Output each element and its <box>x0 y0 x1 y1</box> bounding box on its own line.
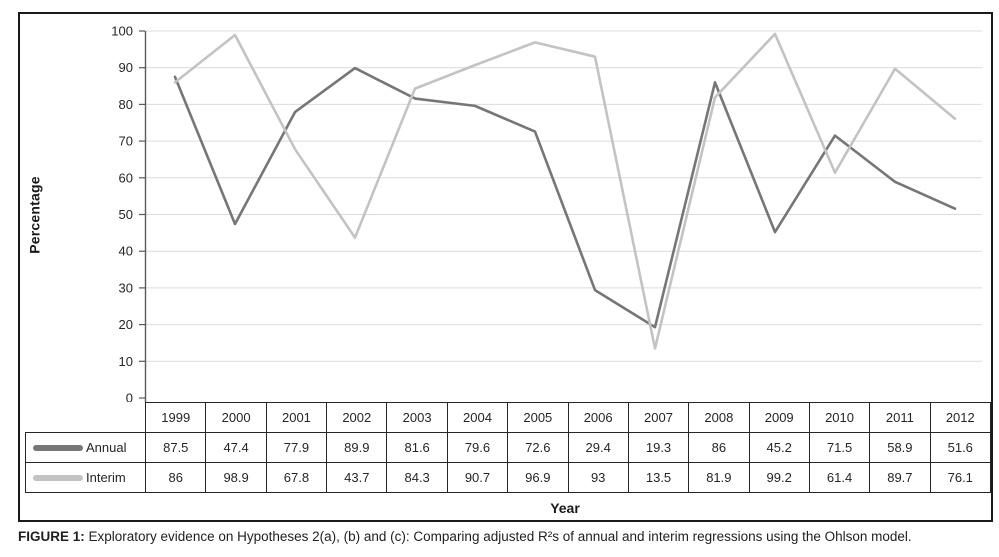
year-header-cell: 1999 <box>145 402 207 433</box>
year-header-cell: 2011 <box>869 402 931 433</box>
y-tick-label: 60 <box>119 170 133 185</box>
year-header-cell: 2003 <box>386 402 448 433</box>
legend-label: Annual <box>86 440 127 455</box>
table-header-row: 1999 2000 2001 2002 2003 2004 2005 2006 2007 2008… <box>26 402 992 433</box>
value-cell: 67.8 <box>265 462 328 493</box>
value-cell: 84.3 <box>386 462 448 493</box>
value-cell: 81.6 <box>386 432 448 463</box>
figure-caption: FIGURE 1: Exploratory evidence on Hypoth… <box>18 529 993 544</box>
value-cell: 87.5 <box>145 432 207 463</box>
value-cell: 86 <box>145 462 207 493</box>
legend-cell-interim: Interim <box>24 462 147 493</box>
value-cell: 61.4 <box>808 462 871 493</box>
value-cell: 13.5 <box>627 462 690 493</box>
value-cell: 98.9 <box>205 462 267 493</box>
value-cell: 93 <box>567 462 629 493</box>
value-cell: 81.9 <box>688 462 750 493</box>
legend-label: Interim <box>86 470 126 485</box>
value-cell: 29.4 <box>567 432 629 463</box>
value-cell: 45.2 <box>748 432 810 463</box>
y-tick-label: 80 <box>119 97 133 112</box>
table-row-interim: Interim 86 98.9 67.8 43.7 84.3 90.7 96.9 93 13.5 8… <box>24 462 992 493</box>
value-cell: 71.5 <box>808 432 871 463</box>
figure-caption-text: Exploratory evidence on Hypotheses 2(a),… <box>84 529 912 544</box>
y-tick-label: 90 <box>119 60 133 75</box>
value-cell: 77.9 <box>265 432 328 463</box>
year-header-cell: 2005 <box>507 402 569 433</box>
value-cell: 79.6 <box>446 432 509 463</box>
year-header-cell: 2007 <box>627 402 690 433</box>
year-header-cell: 2002 <box>326 402 388 433</box>
y-tick-label: 40 <box>119 244 133 259</box>
value-cell: 89.9 <box>326 432 388 463</box>
legend-swatch-annual <box>33 444 83 451</box>
figure-caption-label: FIGURE 1: <box>18 529 85 544</box>
legend-cell-annual: Annual <box>24 432 147 463</box>
year-header-cell: 2008 <box>688 402 750 433</box>
year-header-cell: 2006 <box>567 402 629 433</box>
value-cell: 72.6 <box>507 432 569 463</box>
year-header-cell: 2000 <box>205 402 267 433</box>
value-cell: 96.9 <box>507 462 569 493</box>
table-corner-cell <box>26 403 146 433</box>
y-tick-label: 50 <box>119 207 133 222</box>
y-tick-label: 100 <box>111 24 133 39</box>
value-cell: 76.1 <box>929 462 992 493</box>
value-cell: 99.2 <box>748 462 810 493</box>
y-tick-label: 20 <box>119 317 133 332</box>
value-cell: 58.9 <box>869 432 931 463</box>
year-header-cell: 2004 <box>446 402 509 433</box>
value-cell: 43.7 <box>326 462 388 493</box>
table-row-annual: Annual 87.5 47.4 77.9 89.9 81.6 79.6 72.6 29.4 19… <box>24 432 992 463</box>
value-cell: 47.4 <box>205 432 267 463</box>
year-header-cell: 2001 <box>265 402 328 433</box>
y-tick-label: 0 <box>126 391 133 403</box>
value-cell: 89.7 <box>869 462 931 493</box>
y-tick-label: 30 <box>119 280 133 295</box>
series-line-interim <box>173 32 957 350</box>
value-cell: 86 <box>688 432 750 463</box>
data-table: 1999 2000 2001 2002 2003 2004 2005 2006 2007 2008… <box>24 402 992 493</box>
y-tick-label: 70 <box>119 134 133 149</box>
year-header-cell: 2009 <box>748 402 810 433</box>
legend-swatch-interim <box>33 474 83 481</box>
year-header-cell: 2010 <box>808 402 871 433</box>
value-cell: 90.7 <box>446 462 509 493</box>
value-cell: 19.3 <box>627 432 690 463</box>
line-chart: 0 10 20 30 40 50 60 70 80 90 100 <box>111 24 982 403</box>
value-cell: 51.6 <box>929 432 992 463</box>
year-header-cell: 2012 <box>929 402 992 433</box>
y-tick-label: 10 <box>119 354 133 369</box>
x-axis-title: Year <box>550 500 580 516</box>
figure-frame: 0 10 20 30 40 50 60 70 80 90 100 Percentage 1999 20… <box>18 12 993 522</box>
